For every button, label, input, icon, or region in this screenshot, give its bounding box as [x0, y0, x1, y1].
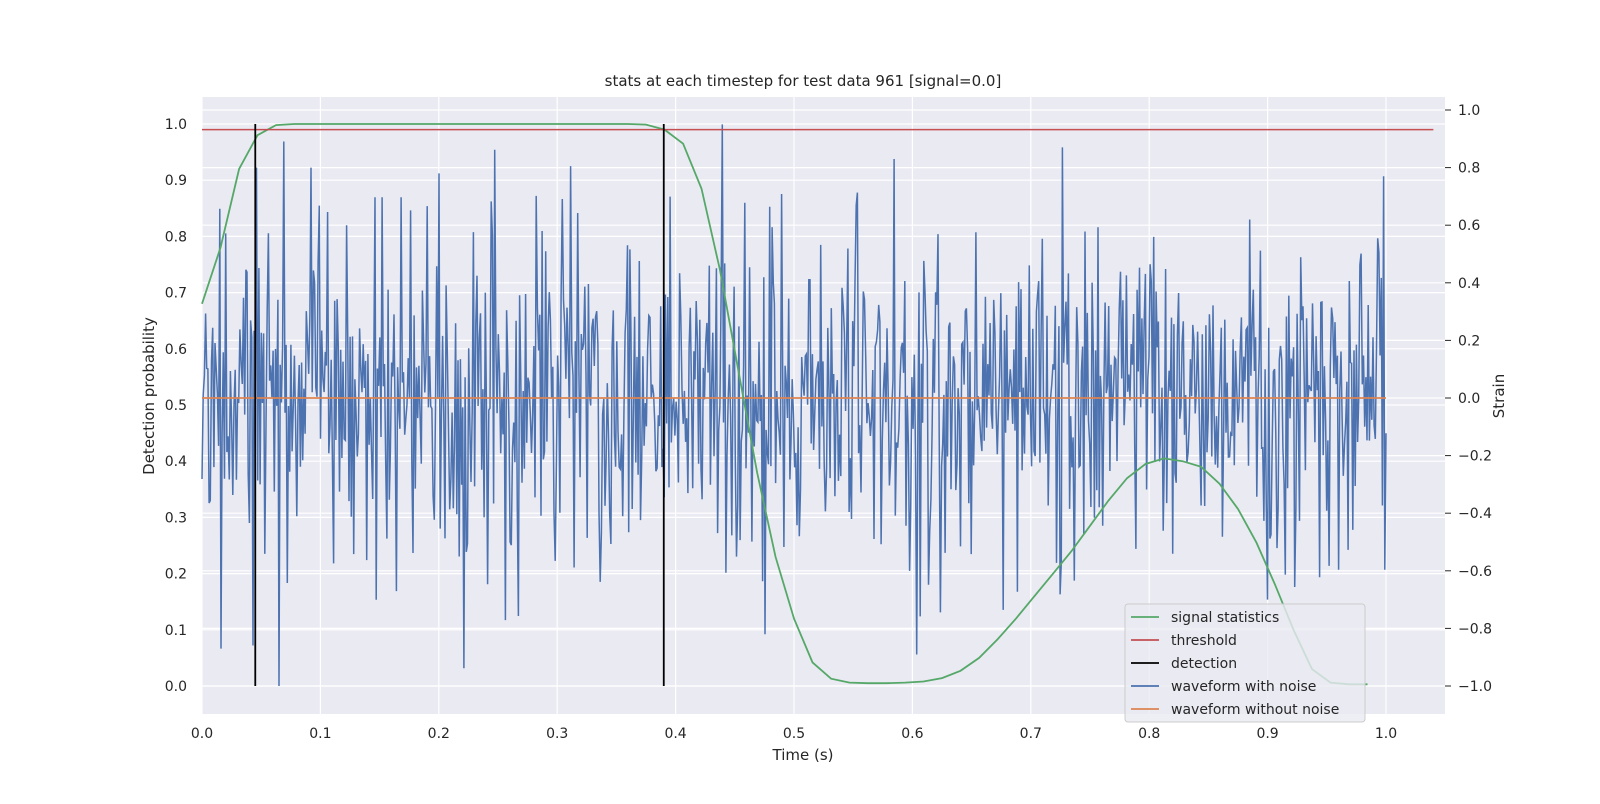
x-axis-label: Time (s) [772, 746, 834, 764]
y-tick-label-right: −0.2 [1458, 449, 1492, 465]
x-tick-label: 0.2 [428, 726, 450, 742]
x-tick-label: 0.9 [1256, 726, 1278, 742]
x-tick-label: 0.7 [1020, 726, 1042, 742]
y-tick-label-right: −0.6 [1458, 564, 1492, 580]
legend-label: detection [1171, 656, 1237, 672]
y-tick-label-right: 0.0 [1458, 391, 1480, 407]
y-tick-label-left: 0.0 [165, 679, 187, 695]
x-tick-label: 0.1 [309, 726, 331, 742]
legend-label: waveform without noise [1171, 702, 1339, 718]
waveform-with-noise-line [201, 124, 1387, 687]
y-tick-label-left: 0.9 [165, 173, 187, 189]
y-tick-label-left: 0.4 [165, 454, 187, 470]
y-tick-label-right: −0.8 [1458, 621, 1492, 637]
y-tick-label-left: 0.3 [165, 510, 187, 526]
y-tick-label-left: 0.1 [165, 623, 187, 639]
signal-statistics-line [201, 123, 1368, 686]
x-tick-label: 0.4 [664, 726, 686, 742]
y-tick-label-left: 0.8 [165, 229, 187, 245]
axis-ticks: 0.0 0.1 0.2 0.3 0.4 0.5 0.6 0.7 0.8 0.9 1.0 0.0 0.1 0… [165, 103, 1492, 742]
series-layer [201, 123, 1434, 687]
y-tick-label-right: 0.2 [1458, 333, 1480, 349]
y-axis-label-right: Strain [1490, 374, 1508, 418]
x-tick-label: 0.0 [191, 726, 213, 742]
x-tick-label: 0.3 [546, 726, 568, 742]
y-tick-label-right: 1.0 [1458, 103, 1480, 119]
legend-label: waveform with noise [1171, 679, 1316, 695]
legend-label: signal statistics [1171, 610, 1279, 626]
y-tick-label-left: 0.7 [165, 286, 187, 302]
x-tick-label: 0.8 [1138, 726, 1160, 742]
y-tick-label-right: 0.6 [1458, 218, 1480, 234]
x-tick-label: 0.5 [783, 726, 805, 742]
y-axis-label-left: Detection probability [140, 317, 158, 475]
legend-label: threshold [1171, 633, 1237, 649]
y-tick-label-right: −1.0 [1458, 679, 1492, 695]
x-tick-label: 0.6 [901, 726, 923, 742]
y-tick-label-right: 0.8 [1458, 161, 1480, 177]
y-tick-label-left: 0.5 [165, 398, 187, 414]
chart-title: stats at each timestep for test data 961… [605, 72, 1002, 90]
y-tick-label-right: −0.4 [1458, 506, 1492, 522]
legend: signal statistics threshold detection wavef… [1124, 603, 1366, 723]
y-tick-label-left: 0.6 [165, 342, 187, 358]
x-tick-label: 1.0 [1375, 726, 1397, 742]
legend-box [1124, 603, 1366, 723]
y-tick-label-right: 0.4 [1458, 276, 1480, 292]
y-tick-label-left: 0.2 [165, 567, 187, 583]
y-tick-label-left: 1.0 [165, 117, 187, 133]
